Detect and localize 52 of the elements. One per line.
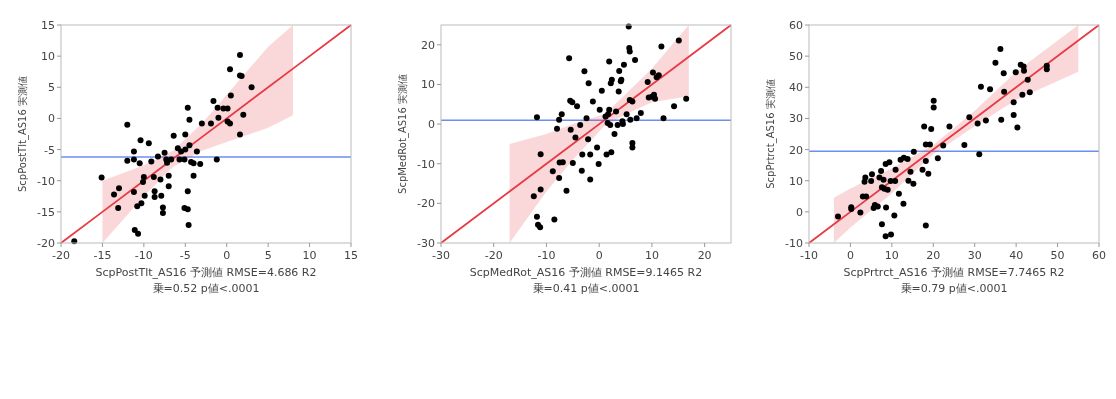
x-tick-label: -30 xyxy=(432,249,450,262)
y-tick-label: 10 xyxy=(789,174,803,188)
y-tick-label: 5 xyxy=(48,81,55,95)
y-tick-label: 30 xyxy=(789,112,803,126)
x-tick-label: -20 xyxy=(484,249,503,262)
x-axis-title: ScpMedRot_AS16 予測値 RMSE=9.1465 R2 乗=0.41 p値<.0001 xyxy=(469,266,703,295)
y-tick-label: 50 xyxy=(789,50,803,64)
y-tick-label: -20 xyxy=(417,197,435,211)
x-tick-label: 20 xyxy=(697,249,712,262)
line-series xyxy=(808,24,1100,244)
x-tick-label: -10 xyxy=(537,249,556,262)
x-tick-label: -10 xyxy=(800,249,818,262)
y-tick-label: 10 xyxy=(41,50,55,64)
x-tick-label: 15 xyxy=(344,249,358,262)
y-tick-label: 0 xyxy=(48,112,55,126)
x-tick-label: 10 xyxy=(302,249,317,262)
y-axis-title: ScpMedRot_AS16 実測値 xyxy=(397,74,409,194)
x-tick-label: -10 xyxy=(134,249,153,262)
x-tick-label: 10 xyxy=(644,249,659,262)
y-tick-label: 0 xyxy=(428,118,435,132)
x-tick-label: 0 xyxy=(846,249,854,262)
y-axis-title: ScpPostTlt_AS16 実測値 xyxy=(17,75,29,193)
y-tick-label: 60 xyxy=(789,19,803,32)
x-tick-label: 20 xyxy=(926,249,941,262)
x-tick-label: 0 xyxy=(223,249,231,262)
x-tick-label: 50 xyxy=(1050,249,1065,262)
x-tick-label: 5 xyxy=(264,249,272,262)
y-tick-label: 20 xyxy=(789,143,803,157)
x-tick-label: 30 xyxy=(967,249,982,262)
y-tick-label: -15 xyxy=(37,205,55,219)
y-tick-label: -10 xyxy=(37,174,55,188)
x-tick-label: 40 xyxy=(1009,249,1024,262)
y-axis-title: ScpPrtrct_AS16 実測値 xyxy=(765,79,777,189)
x-tick-label: 60 xyxy=(1092,249,1106,262)
y-tick-label: -10 xyxy=(785,237,803,250)
x-axis-title: ScpPostTlt_AS16 予測値 RMSE=4.686 R2 乗=0.52 p値<.0001 xyxy=(95,266,317,295)
x-tick-label: 10 xyxy=(884,249,899,262)
y-tick-label: 0 xyxy=(796,205,803,219)
x-tick-label: -5 xyxy=(179,249,191,262)
line-series xyxy=(60,24,352,244)
y-tick-label: -30 xyxy=(417,237,435,250)
y-tick-label: 10 xyxy=(421,78,435,92)
x-axis-title: ScpPrtrct_AS16 予測値 RMSE=7.7465 R2 乗=0.79 p値<.0001 xyxy=(843,266,1065,295)
y-tick-label: 15 xyxy=(41,19,55,32)
y-tick-label: -10 xyxy=(417,157,435,171)
x-tick-label: 0 xyxy=(595,249,603,262)
line-series xyxy=(440,24,732,244)
x-tick-label: -15 xyxy=(93,249,112,262)
y-tick-label: -20 xyxy=(37,237,55,250)
y-tick-label: 40 xyxy=(789,81,803,95)
y-tick-label: 20 xyxy=(421,38,435,52)
y-tick-label: -5 xyxy=(44,143,55,157)
